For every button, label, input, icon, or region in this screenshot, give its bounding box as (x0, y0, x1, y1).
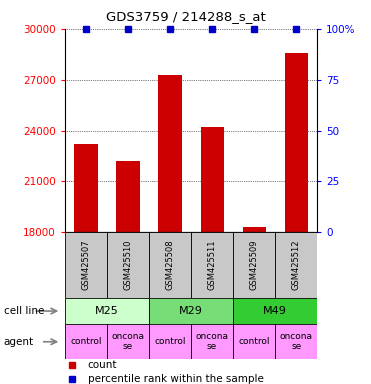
Text: GSM425508: GSM425508 (165, 240, 174, 290)
Bar (191, 232, 233, 298)
Text: cell line: cell line (4, 306, 44, 316)
Bar (107, 324, 149, 359)
Text: GSM425509: GSM425509 (250, 240, 259, 290)
Bar (149, 324, 191, 359)
Text: GSM425510: GSM425510 (124, 240, 132, 290)
Bar (107, 232, 149, 298)
Bar (74, 144, 98, 232)
Text: oncona
se: oncona se (196, 332, 229, 351)
Text: GSM425512: GSM425512 (292, 240, 301, 290)
Bar (275, 232, 317, 298)
Text: oncona
se: oncona se (112, 332, 144, 351)
Bar (200, 127, 224, 232)
Text: agent: agent (4, 337, 34, 347)
Text: control: control (154, 337, 186, 346)
Bar (116, 161, 139, 232)
Bar (285, 53, 308, 232)
Text: M29: M29 (179, 306, 203, 316)
Text: oncona
se: oncona se (280, 332, 313, 351)
Text: percentile rank within the sample: percentile rank within the sample (88, 374, 263, 384)
Bar (233, 324, 275, 359)
Bar (65, 232, 107, 298)
Text: GDS3759 / 214288_s_at: GDS3759 / 214288_s_at (106, 10, 265, 23)
Bar (65, 324, 107, 359)
Text: GSM425511: GSM425511 (208, 240, 217, 290)
Bar (243, 227, 266, 232)
Bar (233, 298, 317, 324)
Text: control: control (239, 337, 270, 346)
Bar (149, 232, 191, 298)
Text: GSM425507: GSM425507 (82, 240, 91, 290)
Bar (275, 324, 317, 359)
Text: count: count (88, 360, 117, 370)
Bar (191, 324, 233, 359)
Text: M25: M25 (95, 306, 119, 316)
Bar (65, 298, 149, 324)
Bar (149, 298, 233, 324)
Bar (233, 232, 275, 298)
Text: control: control (70, 337, 102, 346)
Text: M49: M49 (263, 306, 287, 316)
Bar (158, 74, 181, 232)
